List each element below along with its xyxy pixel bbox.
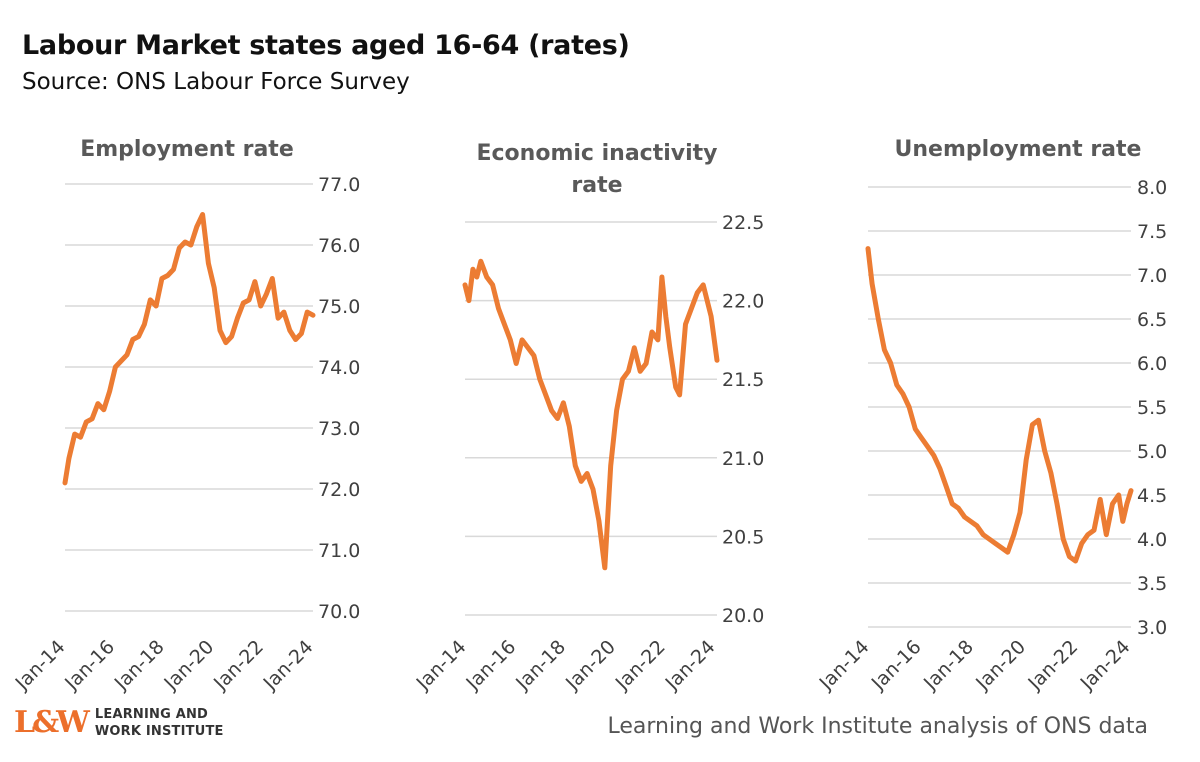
lw-logo-mark: L&W: [14, 705, 90, 740]
x-tick-label-2: Jan-16: [461, 636, 520, 695]
y-tick-label-1: 77.0: [318, 174, 360, 196]
chart-subtitle: Source: ONS Labour Force Survey: [22, 69, 410, 95]
x-tick-label-3: Jan-16: [867, 636, 926, 695]
y-tick-label-1: 71.0: [318, 540, 360, 562]
y-tick-label-3: 6.5: [1137, 309, 1167, 331]
y-tick-label-2: 20.5: [722, 526, 764, 548]
y-tick-label-3: 7.5: [1137, 221, 1167, 243]
series-line-1: [62, 212, 316, 486]
y-tick-label-3: 3.5: [1137, 573, 1167, 595]
panel-title-2-line1: Economic inactivity: [476, 141, 717, 166]
y-tick-label-1: 73.0: [318, 418, 360, 440]
series-line-3: [865, 246, 1134, 564]
y-tick-label-3: 5.5: [1137, 397, 1167, 419]
y-tick-label-3: 8.0: [1137, 177, 1167, 199]
lw-logo-line1: LEARNING AND: [94, 707, 209, 722]
y-tick-label-3: 4.0: [1137, 529, 1167, 551]
y-tick-label-3: 5.0: [1137, 441, 1167, 463]
y-tick-label-3: 7.0: [1137, 265, 1167, 287]
x-tick-label-3: Jan-14: [815, 636, 874, 695]
y-tick-label-3: 3.0: [1137, 617, 1167, 639]
y-tick-label-2: 22.0: [722, 291, 764, 313]
y-tick-label-1: 72.0: [318, 479, 360, 501]
series-line-2: [462, 258, 720, 571]
y-tick-label-1: 70.0: [318, 601, 360, 623]
x-tick-label-3: Jan-22: [1023, 636, 1082, 695]
x-tick-label-1: Jan-20: [159, 636, 218, 695]
y-tick-label-1: 76.0: [318, 235, 360, 257]
charts-canvas: Employment rate 77.0 76.0 75.0 74.0 73.0 72.0 7…: [11, 137, 1168, 695]
y-tick-label-3: 6.0: [1137, 353, 1167, 375]
y-tick-label-2: 21.0: [722, 448, 764, 470]
x-tick-label-1: Jan-18: [110, 636, 169, 695]
lw-logo-line2: WORK INSTITUTE: [94, 724, 224, 739]
x-tick-label-3: Jan-24: [1076, 636, 1135, 695]
y-tick-label-1: 75.0: [318, 296, 360, 318]
x-tick-label-3: Jan-20: [971, 636, 1030, 695]
x-tick-label-1: Jan-22: [209, 636, 268, 695]
x-tick-label-2: Jan-18: [511, 636, 570, 695]
x-tick-label-1: Jan-16: [60, 636, 119, 695]
y-tick-label-2: 20.0: [722, 605, 764, 627]
x-tick-label-2: Jan-24: [661, 636, 720, 695]
panel-title-3: Unemployment rate: [895, 137, 1142, 162]
y-tick-label-2: 21.5: [722, 369, 764, 391]
footer-credit: Learning and Work Institute analysis of …: [607, 714, 1149, 739]
panel-title-2-line2: rate: [571, 173, 622, 198]
lw-logo: L&W LEARNING AND WORK INSTITUTE: [14, 706, 224, 740]
x-tick-label-3: Jan-18: [919, 636, 978, 695]
chart-title: Labour Market states aged 16-64 (rates): [22, 30, 630, 61]
y-tick-label-2: 22.5: [722, 212, 764, 234]
lw-logo-text: LEARNING AND WORK INSTITUTE: [95, 706, 224, 740]
x-tick-label-2: Jan-14: [412, 636, 471, 695]
y-tick-label-1: 74.0: [318, 357, 360, 379]
x-tick-label-1: Jan-24: [259, 636, 318, 695]
x-tick-label-2: Jan-20: [561, 636, 620, 695]
panel-title-1: Employment rate: [80, 137, 294, 162]
x-tick-label-1: Jan-14: [11, 636, 70, 695]
y-tick-label-3: 4.5: [1137, 485, 1167, 507]
x-tick-label-2: Jan-22: [611, 636, 670, 695]
